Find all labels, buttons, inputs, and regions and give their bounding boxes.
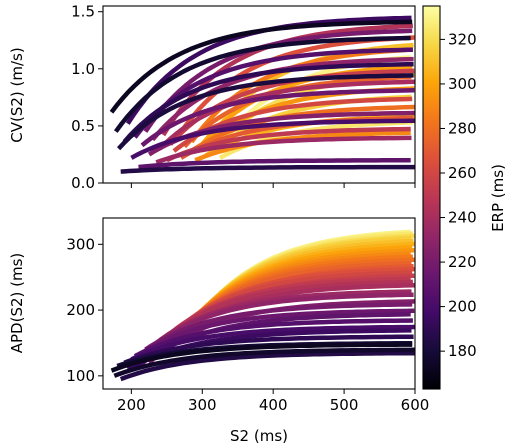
restitution-curve — [109, 19, 413, 114]
top-y-axis-label: CV(S2) (m/s) — [8, 47, 26, 142]
x-tick-label: 500 — [330, 396, 359, 414]
restitution-curve — [123, 334, 414, 365]
restitution-curve — [122, 61, 414, 144]
colorbar-tick-label: 280 — [448, 119, 477, 137]
y-tick-label: 0.0 — [71, 174, 95, 192]
restitution-curve — [151, 292, 414, 349]
restitution-curve — [120, 164, 415, 174]
colorbar-gradient — [423, 6, 440, 389]
top-x-ticks — [130, 183, 416, 188]
y-tick-label: 1.0 — [71, 60, 95, 78]
bottom-y-axis-label: APD(S2) (ms) — [8, 253, 26, 354]
colorbar-tick-label: 180 — [448, 342, 477, 360]
restitution-curve — [113, 347, 415, 378]
restitution-curve — [161, 279, 413, 342]
colorbar-tick-label: 200 — [448, 298, 477, 316]
restitution-curve — [140, 308, 415, 355]
restitution-curve — [140, 88, 415, 148]
restitution-curve — [194, 130, 411, 163]
top-axes-frame — [102, 5, 416, 184]
colorbar: 180 200 220 240 260 280 300 320 ERP (ms) — [422, 5, 507, 390]
restitution-curve — [186, 104, 415, 156]
bottom-y-ticks: 100 200 300 — [66, 235, 103, 385]
restitution-curve — [165, 126, 411, 163]
top-y-ticks: 0.0 0.5 1.0 1.5 — [71, 3, 103, 192]
bottom-x-axis-label: S2 (ms) — [230, 427, 288, 445]
colorbar-tick-label: 320 — [448, 30, 477, 48]
restitution-curve — [130, 324, 415, 362]
restitution-curve — [110, 342, 413, 373]
restitution-curve — [113, 35, 411, 133]
y-tick-label: 200 — [66, 301, 95, 319]
top-panel: 0.0 0.5 1.0 1.5 CV(S2) (m/s) — [8, 3, 416, 192]
colorbar-tick-label: 260 — [448, 164, 477, 182]
colorbar-label: ERP (ms) — [489, 164, 507, 232]
x-tick-label: 400 — [259, 396, 288, 414]
restitution-curve — [130, 118, 415, 160]
apd-curves — [110, 229, 415, 382]
x-tick-label: 600 — [401, 396, 430, 414]
bottom-axes-frame — [102, 217, 416, 390]
restitution-curve — [158, 79, 415, 151]
restitution-curve — [119, 350, 415, 382]
colorbar-ticks: 180 200 220 240 260 280 300 320 — [440, 30, 477, 360]
restitution-curve — [155, 135, 412, 165]
bottom-x-ticks: 200 300 400 500 600 — [117, 389, 429, 414]
y-tick-label: 100 — [66, 367, 95, 385]
restitution-curve — [138, 158, 411, 170]
restitution-curve — [116, 73, 414, 151]
restitution-curve — [144, 302, 413, 352]
y-tick-label: 1.5 — [71, 3, 95, 21]
colorbar-frame — [422, 5, 441, 390]
restitution-curve — [133, 47, 413, 139]
bottom-panel: 100 200 300 200 300 400 500 600 APD(S2) (ms) S… — [8, 217, 429, 445]
colorbar-tick-label: 220 — [448, 253, 477, 271]
cv-curves — [109, 15, 415, 174]
x-tick-label: 300 — [188, 396, 217, 414]
y-tick-label: 0.5 — [71, 117, 95, 135]
x-tick-label: 200 — [117, 396, 146, 414]
colorbar-tick-label: 240 — [448, 209, 477, 227]
colorbar-tick-label: 300 — [448, 75, 477, 93]
y-tick-label: 300 — [66, 235, 95, 253]
restitution-curve — [133, 318, 413, 359]
